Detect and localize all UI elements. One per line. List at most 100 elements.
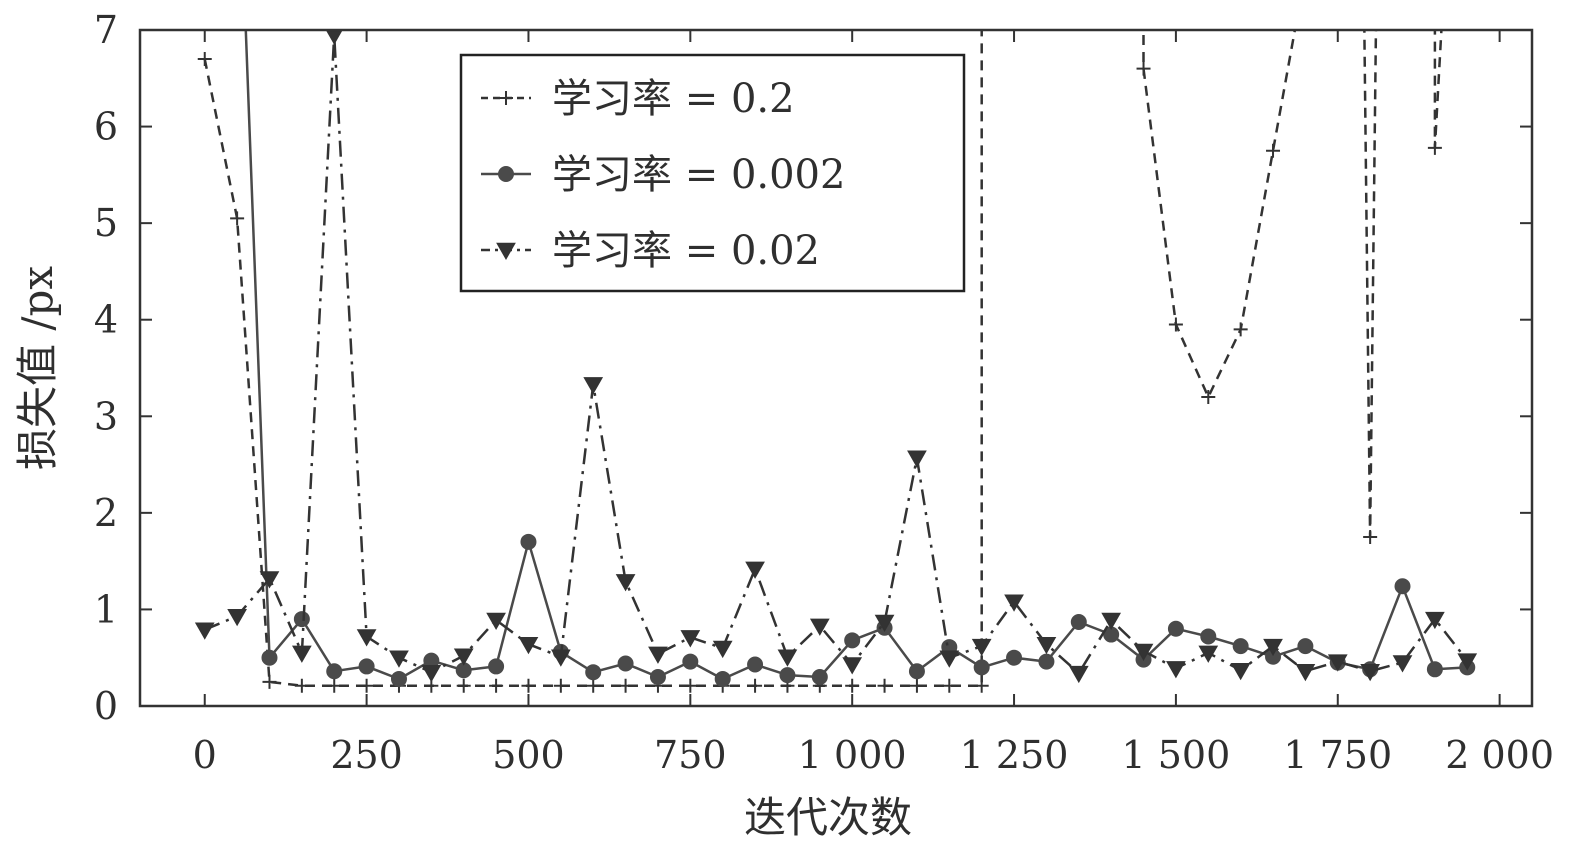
data-point-2 xyxy=(520,533,537,550)
data-point-1 xyxy=(1363,530,1378,544)
legend-marker-1 xyxy=(499,91,513,105)
x-tick-label: 1 000 xyxy=(798,733,907,777)
data-point-3 xyxy=(389,650,409,668)
data-point-1 xyxy=(877,678,892,693)
y-axis-title: 损失值 /px xyxy=(13,266,62,470)
data-point-3 xyxy=(1295,663,1316,682)
data-point-3 xyxy=(1166,661,1186,679)
data-point-1 xyxy=(359,678,374,693)
data-point-1 xyxy=(845,678,860,693)
data-point-1 xyxy=(1201,389,1216,404)
data-point-2 xyxy=(326,663,343,680)
data-point-3 xyxy=(194,622,215,640)
data-point-2 xyxy=(390,670,407,687)
data-point-3 xyxy=(809,618,830,636)
y-tick-label: 6 xyxy=(94,105,118,149)
data-point-3 xyxy=(1198,645,1219,663)
data-point-3 xyxy=(227,608,247,627)
data-point-2 xyxy=(488,658,505,675)
data-point-3 xyxy=(939,650,960,668)
data-point-2 xyxy=(585,664,602,681)
series-layer xyxy=(194,30,1478,693)
data-point-1 xyxy=(521,678,536,693)
data-point-3 xyxy=(518,636,539,655)
series-group-1 xyxy=(197,30,1443,693)
data-point-2 xyxy=(1232,638,1249,655)
y-tick-label: 7 xyxy=(94,8,118,52)
data-point-2 xyxy=(844,632,861,649)
data-point-1 xyxy=(1136,61,1151,76)
data-point-3 xyxy=(1004,594,1024,612)
legend: 学习率 = 0.2 学习率 = 0.002 学习率 = 0.02 xyxy=(459,53,966,293)
y-tick-label: 1 xyxy=(94,587,118,631)
data-point-3 xyxy=(680,630,701,648)
legend-label-1: 学习率 = 0.2 xyxy=(552,76,795,122)
data-point-3 xyxy=(971,638,992,657)
data-point-2 xyxy=(714,670,731,687)
data-point-3 xyxy=(1327,654,1348,672)
data-point-1 xyxy=(327,678,342,693)
legend-marker-3 xyxy=(496,242,516,261)
data-point-2 xyxy=(649,669,666,686)
data-point-3 xyxy=(745,561,765,579)
y-tick-label: 0 xyxy=(94,684,118,728)
data-point-2 xyxy=(973,659,990,676)
data-point-3 xyxy=(1263,638,1283,657)
data-point-3 xyxy=(712,640,733,659)
data-point-3 xyxy=(648,646,668,664)
data-point-1 xyxy=(230,211,245,226)
data-point-3 xyxy=(325,30,343,45)
data-point-1 xyxy=(1233,322,1248,337)
y-tick-label: 3 xyxy=(94,394,118,438)
data-point-2 xyxy=(908,663,925,680)
data-point-3 xyxy=(486,612,506,631)
data-point-3 xyxy=(1457,653,1478,671)
legend-box xyxy=(459,53,966,293)
data-point-2 xyxy=(1200,628,1217,645)
data-point-3 xyxy=(1101,612,1122,631)
data-point-1 xyxy=(683,678,698,693)
x-axis-title: 迭代次数 xyxy=(744,793,912,842)
data-point-1 xyxy=(1266,143,1281,158)
data-point-3 xyxy=(842,657,863,675)
data-point-2 xyxy=(811,669,828,686)
x-tick-label: 1 750 xyxy=(1283,733,1392,777)
data-point-2 xyxy=(617,655,634,672)
data-point-3 xyxy=(583,377,604,395)
data-point-2 xyxy=(1426,661,1443,678)
data-point-1 xyxy=(618,678,633,693)
data-point-2 xyxy=(261,649,278,666)
data-point-1 xyxy=(748,678,763,693)
data-point-3 xyxy=(1133,643,1154,661)
data-point-1 xyxy=(294,678,309,693)
data-point-2 xyxy=(1006,649,1023,666)
data-point-3 xyxy=(1360,663,1381,682)
x-tick-label: 2 000 xyxy=(1445,733,1554,777)
plot-area-frame xyxy=(138,28,1534,708)
x-tick-label: 0 xyxy=(193,733,217,777)
data-point-3 xyxy=(259,571,280,589)
data-point-2 xyxy=(682,653,699,670)
data-point-3 xyxy=(453,648,474,666)
data-point-1 xyxy=(1168,317,1183,332)
data-point-1 xyxy=(197,51,212,66)
x-tick-label: 1 250 xyxy=(960,733,1069,777)
data-point-1 xyxy=(586,678,601,693)
data-point-2 xyxy=(779,667,796,684)
data-point-2 xyxy=(293,611,310,628)
y-tick-label: 5 xyxy=(94,201,118,245)
data-point-3 xyxy=(1068,665,1089,684)
data-point-1 xyxy=(262,674,277,689)
data-point-1 xyxy=(942,678,957,693)
x-tick-label: 750 xyxy=(654,733,727,777)
data-point-2 xyxy=(1038,653,1055,670)
data-point-2 xyxy=(747,656,764,673)
data-point-1 xyxy=(909,678,924,693)
legend-label-2: 学习率 = 0.002 xyxy=(552,152,845,198)
data-point-2 xyxy=(358,658,375,675)
legend-marker-2 xyxy=(498,166,514,182)
data-point-3 xyxy=(421,664,442,683)
data-point-3 xyxy=(874,614,895,632)
